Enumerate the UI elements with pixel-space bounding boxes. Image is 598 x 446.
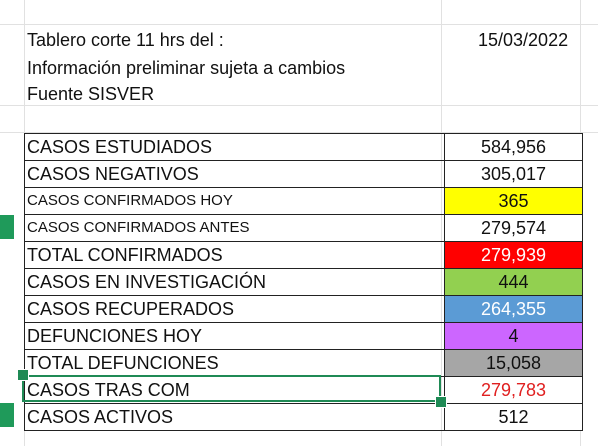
table-row: TOTAL CONFIRMADOS 279,939: [24, 241, 583, 269]
table-row: TOTAL DEFUNCIONES 15,058: [24, 349, 583, 377]
row-value-cell[interactable]: 444: [444, 268, 583, 296]
table-row: CASOS TRAS COM 279,783: [24, 376, 583, 404]
table-row: CASOS EN INVESTIGACIÓN 444: [24, 268, 583, 296]
gridline: [0, 24, 598, 25]
row-label-cell[interactable]: CASOS RECUPERADOS: [24, 295, 445, 323]
selection-handle-bottom-right[interactable]: [435, 396, 447, 408]
row-value-cell[interactable]: 279,574: [444, 214, 583, 242]
source-text[interactable]: Fuente SISVER: [27, 84, 155, 104]
row-value-cell[interactable]: 279,783: [444, 376, 583, 404]
report-title[interactable]: Tablero corte 11 hrs del :: [27, 30, 224, 50]
row-label-cell[interactable]: CASOS CONFIRMADOS HOY: [24, 187, 445, 215]
gridline: [0, 132, 598, 133]
row-value-cell[interactable]: 365: [444, 187, 583, 215]
row-value-cell[interactable]: 512: [444, 403, 583, 431]
row-label-cell[interactable]: CASOS ACTIVOS: [24, 403, 445, 431]
row-value-cell[interactable]: 15,058: [444, 349, 583, 377]
table-body: CASOS ESTUDIADOS 584,956 CASOS NEGATIVOS 30…: [24, 133, 583, 431]
table-row: DEFUNCIONES HOY 4: [24, 322, 583, 350]
table-row: CASOS NEGATIVOS 305,017: [24, 160, 583, 188]
row-label-cell[interactable]: TOTAL CONFIRMADOS: [24, 241, 445, 269]
row-selection-marker[interactable]: [0, 215, 14, 239]
covid-stats-table: CASOS ESTUDIADOS 584,956 CASOS NEGATIVOS 30…: [24, 133, 583, 431]
row-value-cell[interactable]: 584,956: [444, 133, 583, 161]
disclaimer-text[interactable]: Información preliminar sujeta a cambios: [27, 58, 346, 78]
row-selection-marker[interactable]: [0, 403, 14, 427]
table-row: CASOS CONFIRMADOS ANTES 279,574: [24, 214, 583, 242]
row-label-cell[interactable]: CASOS NEGATIVOS: [24, 160, 445, 188]
row-value-cell[interactable]: 4: [444, 322, 583, 350]
table-row: CASOS CONFIRMADOS HOY 365: [24, 187, 583, 215]
table-row: CASOS ESTUDIADOS 584,956: [24, 133, 583, 161]
row-label-cell[interactable]: CASOS EN INVESTIGACIÓN: [24, 268, 445, 296]
row-value-cell[interactable]: 264,355: [444, 295, 583, 323]
table-row: CASOS RECUPERADOS 264,355: [24, 295, 583, 323]
row-value-cell[interactable]: 279,939: [444, 241, 583, 269]
row-label-cell[interactable]: CASOS ESTUDIADOS: [24, 133, 445, 161]
selection-handle-top-left[interactable]: [17, 369, 29, 381]
table-row: CASOS ACTIVOS 512: [24, 403, 583, 431]
row-label-cell[interactable]: CASOS TRAS COM: [24, 376, 445, 404]
row-label-cell[interactable]: DEFUNCIONES HOY: [24, 322, 445, 350]
row-label-cell[interactable]: TOTAL DEFUNCIONES: [24, 349, 445, 377]
gridline: [0, 105, 598, 106]
row-label-cell[interactable]: CASOS CONFIRMADOS ANTES: [24, 214, 445, 242]
report-date[interactable]: 15/03/2022: [478, 30, 569, 50]
row-value-cell[interactable]: 305,017: [444, 160, 583, 188]
